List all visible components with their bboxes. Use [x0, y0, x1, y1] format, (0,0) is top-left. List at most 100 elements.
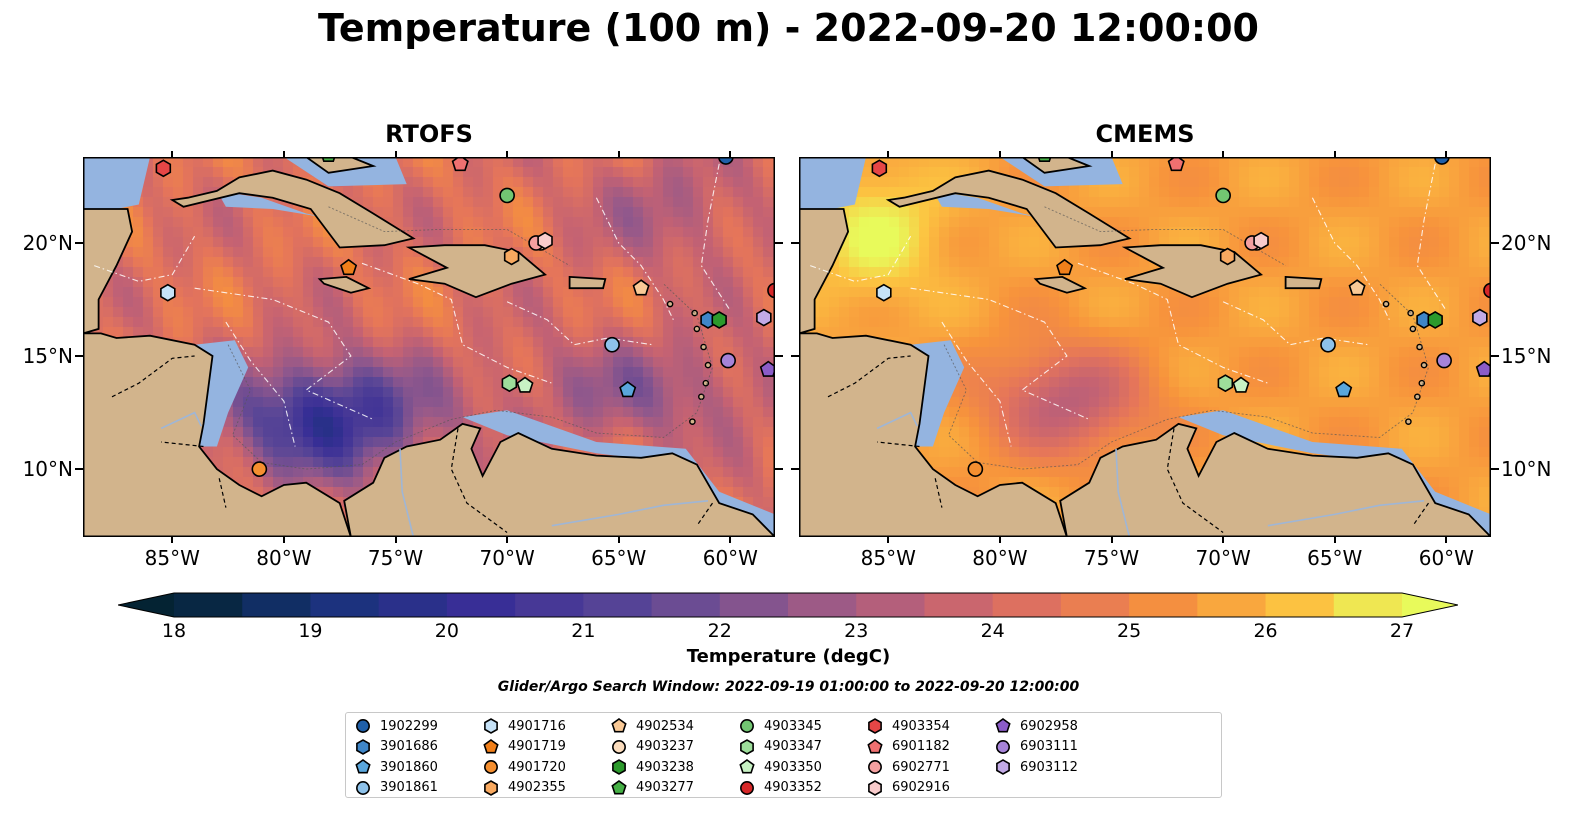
land-puertorico — [568, 275, 607, 290]
legend-item-1902299: 1902299 — [354, 716, 438, 736]
float-marker-6901182 — [451, 157, 469, 172]
legend-marker-4903350 — [739, 759, 755, 774]
colorbar-bin — [992, 593, 1062, 617]
lat-tick-label: 15°N — [22, 344, 73, 369]
legend-item-4901720: 4901720 — [482, 757, 566, 777]
float-marker-4903350 — [1232, 376, 1250, 393]
island — [704, 361, 712, 369]
float-marker-4901720 — [967, 461, 984, 477]
legend-label: 6903111 — [1020, 739, 1078, 754]
lon-tick-label: 60°W — [702, 546, 758, 570]
lat-tick-label: 20°N — [1501, 230, 1552, 255]
colorbar-tick-label: 20 — [434, 620, 459, 642]
island — [700, 343, 707, 351]
island — [1405, 418, 1412, 425]
legend-label: 6902771 — [892, 759, 950, 775]
legend-label: 6902958 — [1020, 718, 1078, 734]
lat-tick-mark — [775, 241, 783, 244]
land-yucatan — [83, 208, 134, 335]
lat-tick-mark — [775, 355, 783, 358]
legend-marker-4903238 — [612, 759, 626, 775]
legend-marker-4901719 — [483, 738, 499, 753]
land-central — [83, 332, 352, 537]
float-marker-4903352 — [1483, 282, 1491, 299]
legend-marker-3901686 — [356, 738, 370, 755]
colorbar-tick-label: 21 — [571, 620, 596, 642]
legend-item-4903237: 4903237 — [610, 737, 694, 757]
legend-item-6903111: 6903111 — [994, 737, 1078, 757]
map-panel-cmems — [799, 157, 1491, 537]
legend-label: 4902355 — [508, 780, 566, 795]
legend-label: 4903347 — [764, 739, 822, 754]
island — [1416, 343, 1423, 351]
lon-tick-label: 75°W — [367, 546, 424, 570]
search-window-note: Glider/Argo Search Window: 2022-09-19 01… — [497, 679, 1080, 695]
colorbar-label: Temperature (degC) — [686, 646, 891, 667]
lon-tick-mark — [887, 151, 890, 157]
lat-tick-mark — [75, 241, 83, 244]
float-marker-6903111 — [1436, 352, 1452, 369]
float-marker-3901861 — [1320, 336, 1336, 353]
island — [693, 325, 701, 333]
colorbar-tick-label: 25 — [1117, 620, 1142, 642]
lat-tick-label: 10°N — [1501, 457, 1552, 482]
map-rtofs — [83, 157, 775, 537]
lat-tick-label: 15°N — [1501, 344, 1552, 369]
float-marker-3901861 — [604, 336, 620, 353]
legend-label: 6903112 — [1020, 759, 1078, 775]
legend-label: 3901686 — [380, 739, 438, 754]
panel-title-rtofs: RTOFS — [385, 120, 473, 148]
lon-tick-mark — [282, 537, 285, 543]
legend-label: 4903352 — [764, 780, 822, 795]
colorbar-bin — [719, 593, 789, 617]
float-marker-4901719 — [1056, 258, 1074, 276]
panel-title-cmems: CMEMS — [1095, 120, 1195, 148]
float-marker-4903354 — [155, 159, 172, 178]
colorbar-bin — [924, 593, 994, 617]
legend-label: 4903345 — [764, 718, 822, 734]
legend-marker-6902958 — [995, 718, 1011, 733]
float-marker-6903111 — [720, 352, 736, 369]
lat-tick-label: 10°N — [22, 457, 73, 482]
lat-tick-mark — [775, 468, 783, 471]
lat-tick-mark — [75, 355, 83, 358]
lon-tick-mark — [506, 151, 509, 157]
lon-tick-label: 70°W — [479, 546, 535, 570]
colorbar-tick-label: 18 — [161, 620, 187, 642]
colorbar-extend-high — [1402, 593, 1458, 617]
lat-tick-mark — [1491, 241, 1499, 244]
legend-item-4902534: 4902534 — [610, 716, 694, 736]
land-central — [799, 332, 1068, 537]
legend-item-4903345: 4903345 — [738, 716, 822, 736]
float-marker-4903350 — [516, 376, 534, 393]
colorbar-bin — [583, 593, 653, 617]
lon-tick-mark — [506, 537, 509, 543]
legend-label: 1902299 — [380, 718, 438, 734]
legend-item-6902958: 6902958 — [994, 716, 1078, 736]
legend-item-6903112: 6903112 — [994, 757, 1078, 777]
float-marker-6902916 — [537, 231, 553, 250]
lat-tick-mark — [791, 355, 799, 358]
legend-label: 4903277 — [636, 780, 694, 795]
float-marker-4901720 — [251, 461, 268, 477]
legend-marker-6902916 — [868, 779, 882, 796]
colorbar-bin — [378, 593, 448, 617]
shelf-yuc — [83, 157, 150, 216]
shelf-cubanshelf — [216, 190, 329, 219]
float-marker-6903112 — [1472, 308, 1488, 327]
land-puertorico — [1284, 275, 1323, 290]
lon-tick-mark — [1333, 151, 1336, 157]
lon-tick-mark — [1222, 537, 1225, 543]
legend-label: 6901182 — [892, 739, 950, 754]
legend-item-4903354: 4903354 — [866, 716, 950, 736]
float-marker-4902534 — [632, 279, 650, 296]
legend-label: 4903354 — [892, 718, 950, 734]
colorbar-bin — [651, 593, 721, 617]
colorbar-bin — [515, 593, 584, 617]
legend-label: 4902534 — [636, 718, 694, 734]
legend-item-4901719: 4901719 — [482, 737, 566, 757]
colorbar-bin — [174, 593, 243, 617]
float-marker-4903345 — [1215, 187, 1231, 204]
land-cuba — [885, 169, 1132, 249]
shelf-cubanshelf — [932, 190, 1045, 219]
